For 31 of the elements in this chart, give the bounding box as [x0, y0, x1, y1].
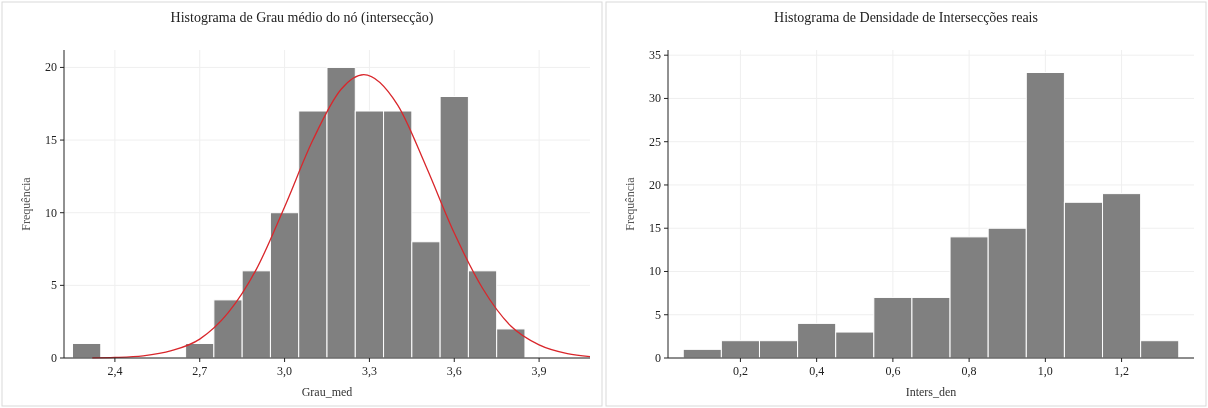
x-axis-title: Inters_den [905, 385, 957, 399]
y-tick-label: 5 [655, 307, 661, 322]
x-axis-title: Grau_med [301, 385, 353, 399]
y-tick-label: 5 [51, 278, 57, 293]
y-tick-label: 20 [45, 60, 57, 75]
y-tick-label: 0 [51, 351, 57, 365]
x-tick-label: 3,6 [446, 364, 462, 378]
y-tick-label: 30 [649, 91, 661, 106]
x-tick-label: 0,4 [809, 364, 825, 378]
x-tick-label: 2,4 [107, 364, 123, 378]
x-tick-label: 3,3 [361, 364, 377, 378]
x-tick-label: 0,6 [885, 364, 901, 378]
x-tick-label: 0,8 [961, 364, 977, 378]
y-tick-label: 20 [649, 177, 661, 192]
y-tick-label: 10 [649, 264, 661, 279]
y-axis-title: Frequência [623, 176, 637, 231]
x-tick-label: 1,2 [1114, 364, 1130, 378]
y-tick-label: 25 [649, 134, 661, 149]
y-tick-label: 15 [45, 133, 57, 148]
y-axis-title: Frequência [19, 176, 33, 231]
y-tick-label: 10 [45, 205, 57, 220]
chart-title: Histograma de Grau médio do nó (intersecção) [170, 10, 434, 26]
x-tick-label: 3,9 [531, 364, 547, 378]
x-tick-label: 2,7 [192, 364, 208, 378]
y-tick-label: 0 [655, 351, 661, 365]
x-tick-label: 3,0 [277, 364, 293, 378]
y-tick-label: 15 [649, 221, 661, 236]
x-tick-label: 0,2 [732, 364, 748, 378]
x-tick-label: 1,0 [1037, 364, 1053, 378]
y-tick-label: 35 [649, 48, 661, 63]
chart-title: Histograma de Densidade de Intersecções reais [774, 10, 1038, 25]
